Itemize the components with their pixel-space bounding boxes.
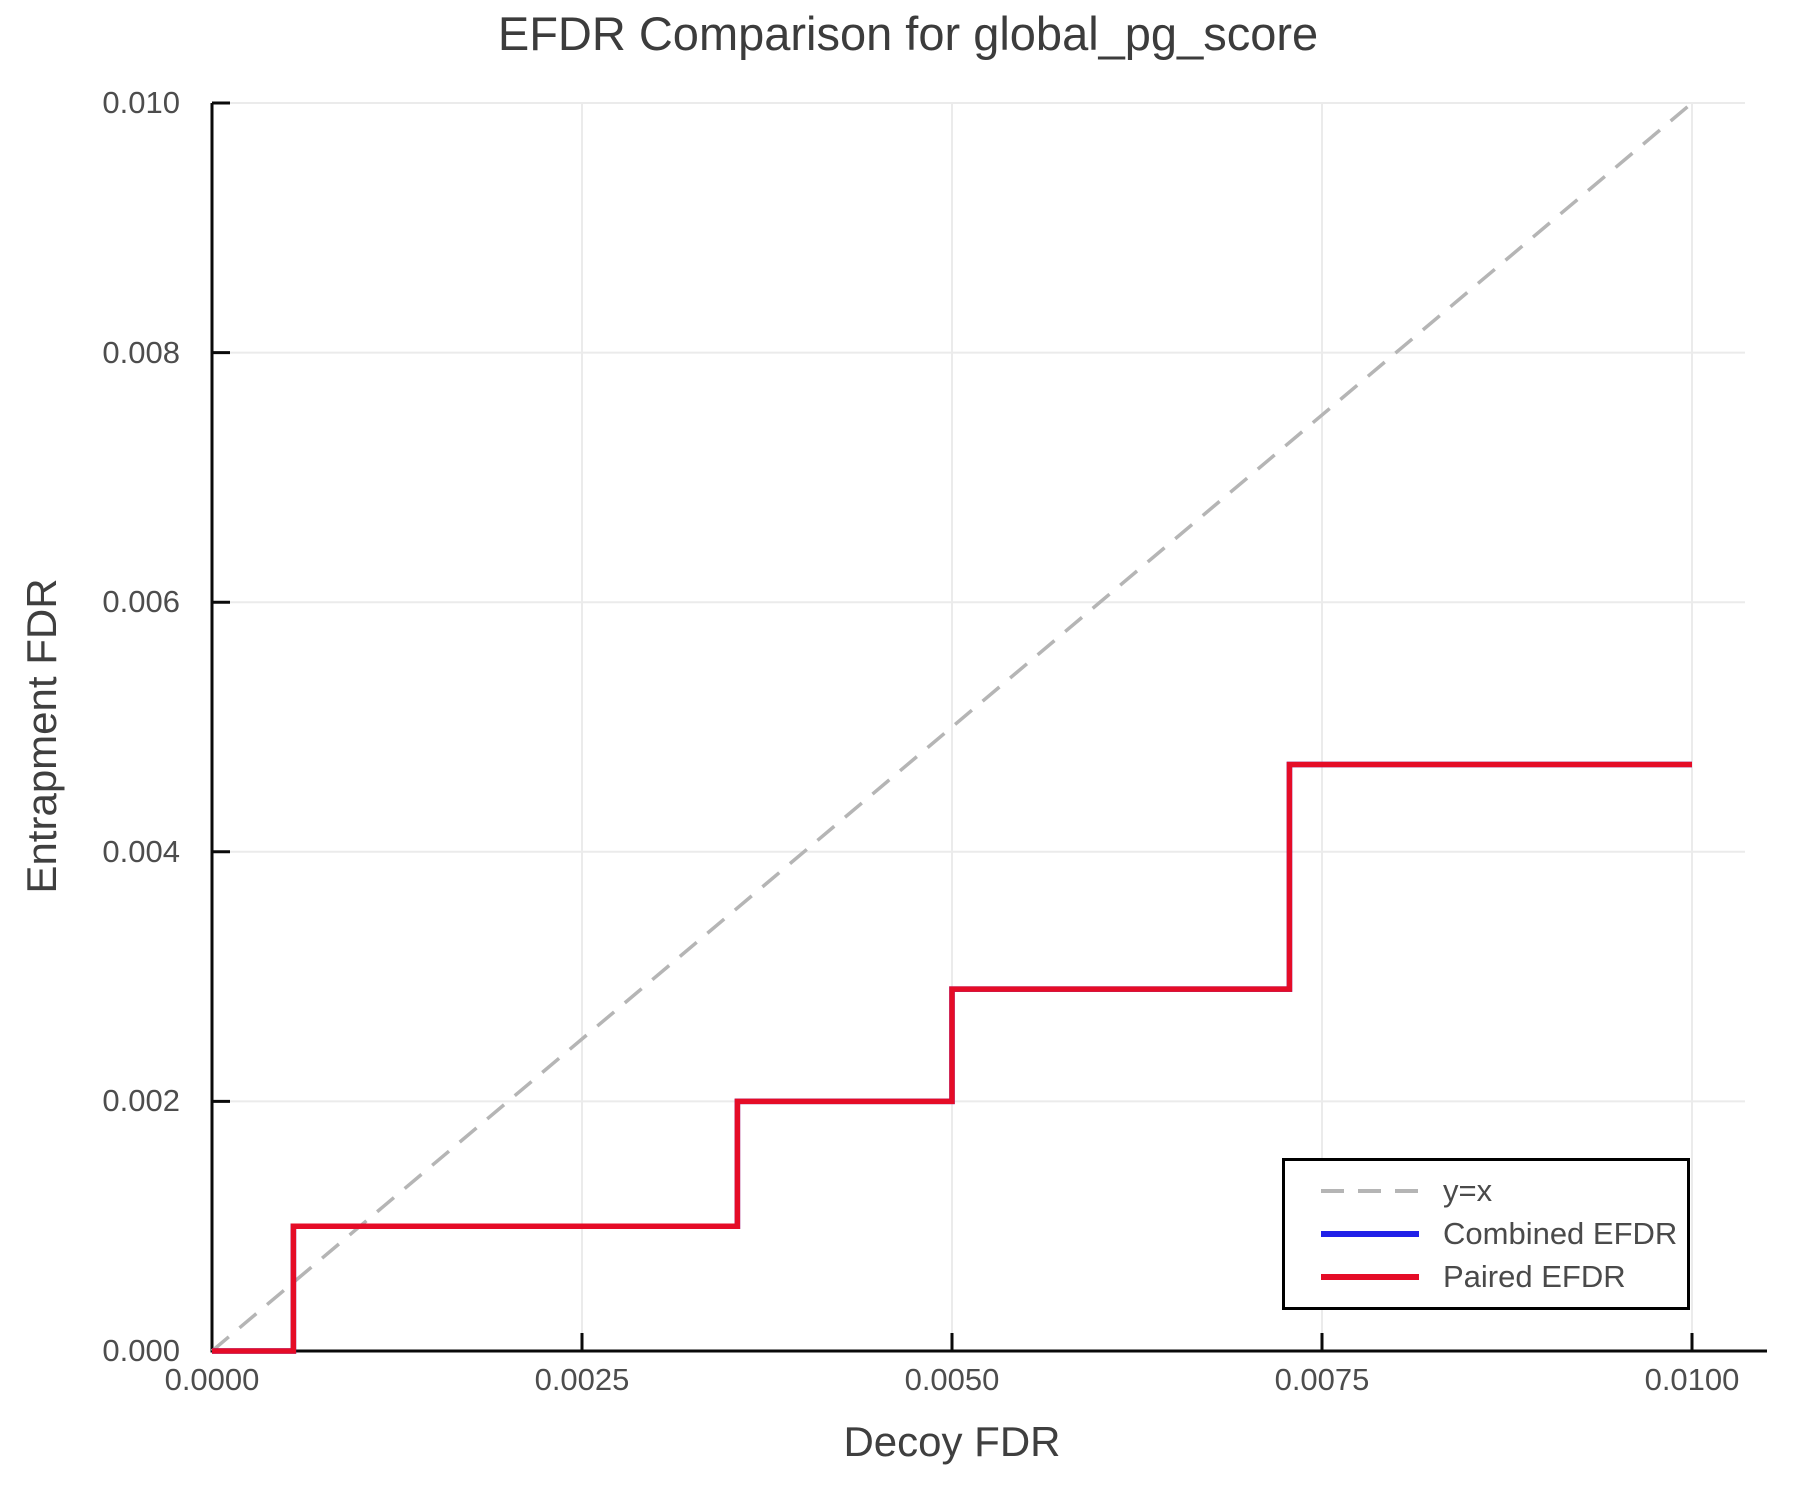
- y-tick-label: 0.004: [102, 833, 180, 869]
- legend: y=x Combined EFDR Paired EFDR: [1282, 1158, 1690, 1310]
- x-tick-label: 0.0075: [1274, 1362, 1370, 1397]
- chart-title: EFDR Comparison for global_pg_score: [497, 7, 1319, 60]
- x-tick-label: 0.0000: [164, 1362, 260, 1397]
- x-tick-label: 0.0100: [1644, 1362, 1740, 1397]
- legend-item-paired-efdr: Paired EFDR: [1319, 1257, 1687, 1298]
- y-tick-label: 0.002: [102, 1083, 180, 1119]
- x-tick-label: 0.0050: [904, 1362, 1000, 1397]
- legend-red-line-swatch: [1321, 1274, 1419, 1280]
- x-tick-label: 0.0025: [534, 1362, 630, 1397]
- y-tick-label: 0.000: [102, 1333, 180, 1368]
- x-axis-title: Decoy FDR: [843, 1418, 1061, 1465]
- legend-label-paired-efdr: Paired EFDR: [1443, 1259, 1626, 1294]
- legend-label-combined-efdr: Combined EFDR: [1443, 1216, 1678, 1251]
- y-tick-label: 0.008: [102, 334, 180, 370]
- y-tick-label: 0.010: [102, 85, 180, 120]
- legend-item-combined-efdr: Combined EFDR: [1319, 1214, 1687, 1255]
- series-line-paired-efdr: [212, 761, 1692, 1354]
- legend-dashed-line-swatch: [1321, 1189, 1419, 1193]
- y-tick-label: 0.006: [102, 584, 180, 620]
- legend-blue-line-swatch: [1321, 1231, 1419, 1237]
- legend-item-y-equals-x: y=x: [1319, 1171, 1687, 1212]
- legend-label-y-equals-x: y=x: [1443, 1173, 1493, 1208]
